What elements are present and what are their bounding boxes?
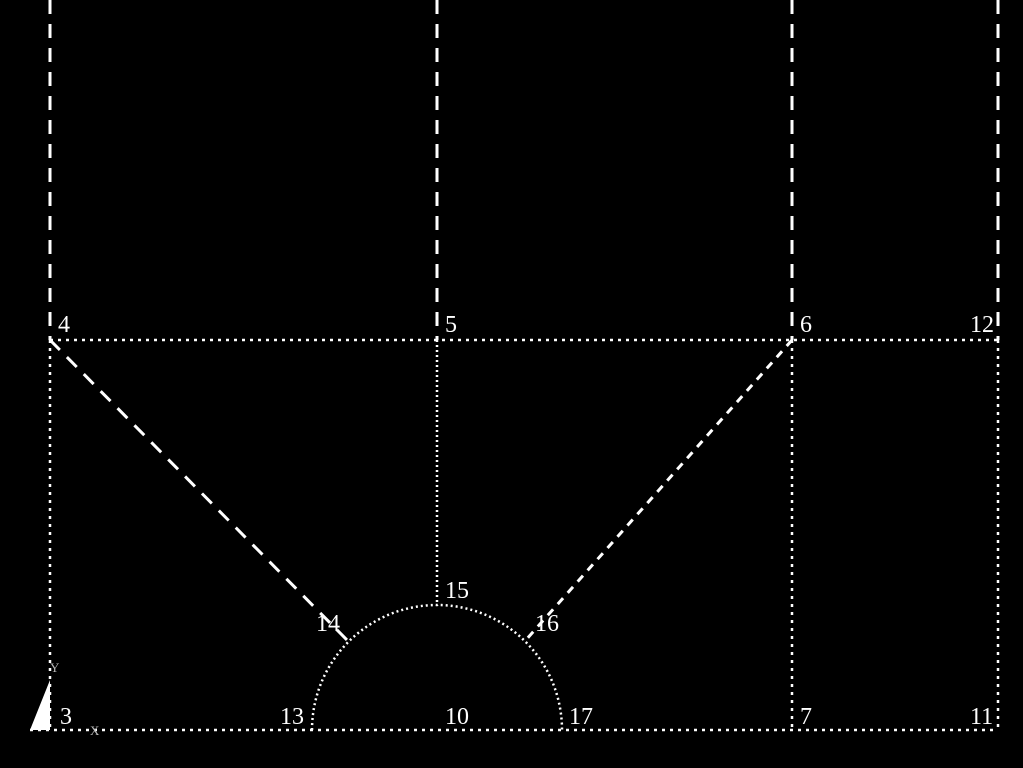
point-label-5: 5 (445, 312, 457, 338)
point-label-10: 10 (445, 704, 469, 730)
point-label-17: 17 (569, 704, 593, 730)
point-label-14: 14 (316, 611, 340, 637)
background (0, 0, 1023, 768)
axis-x-label: X (90, 723, 100, 738)
point-label-3: 3 (60, 704, 72, 730)
point-label-6: 6 (800, 312, 812, 338)
point-label-13: 13 (280, 704, 304, 730)
point-label-12: 12 (970, 312, 994, 338)
point-label-15: 15 (445, 578, 469, 604)
point-label-4: 4 (58, 312, 70, 338)
axis-y-label: Y (50, 660, 60, 675)
geometry-diagram: X Y 3 4 5 6 7 10 11 12 13 14 15 16 17 (0, 0, 1023, 768)
point-label-16: 16 (535, 611, 559, 637)
point-label-11: 11 (970, 704, 993, 730)
point-label-7: 7 (800, 704, 812, 730)
